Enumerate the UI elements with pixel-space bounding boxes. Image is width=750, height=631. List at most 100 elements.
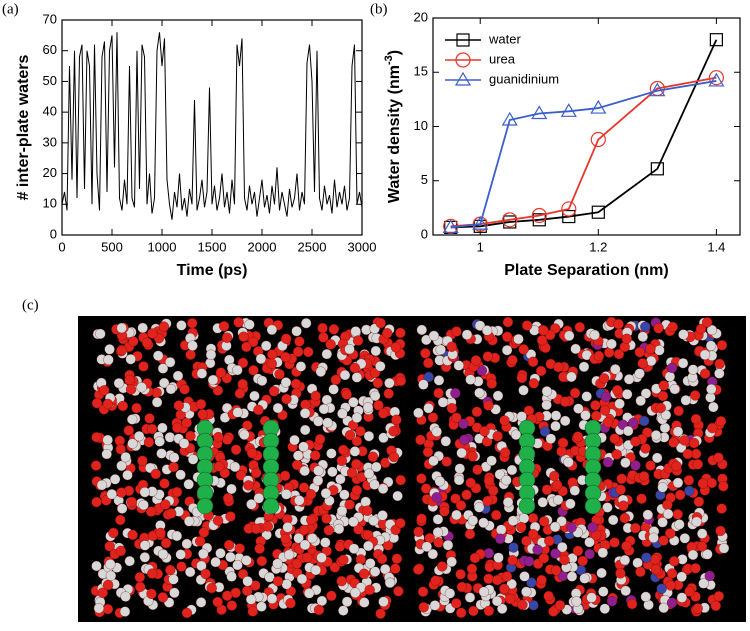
marker [560,103,577,117]
atom [556,446,567,457]
atom [639,415,650,427]
atom [264,572,275,583]
atom [241,555,252,566]
atom [536,574,547,586]
atom [253,493,264,504]
atom [572,431,584,442]
atom [706,383,717,395]
atom [637,358,648,369]
atom [102,434,113,446]
atom [431,492,442,503]
atom [675,489,686,501]
atom [596,567,607,579]
atom [671,461,682,472]
plot-frame [432,17,741,236]
atom [168,574,179,585]
atom [99,385,110,396]
atom [375,317,386,329]
marker [503,215,517,229]
series-line [61,32,363,220]
atom [437,561,448,572]
atom [336,505,348,517]
atom [565,498,576,509]
atom [623,374,635,385]
atom [528,529,539,540]
atom [479,426,490,437]
atom [650,564,661,575]
atom [619,554,631,566]
atom [648,532,659,543]
atom [608,514,619,526]
atom [439,506,450,517]
atom [105,570,117,581]
atom [693,496,705,507]
atom [558,437,569,449]
atom [506,578,517,590]
atom [483,605,495,617]
atom [318,332,329,343]
x-tick-label: 1000 [148,239,177,254]
atom [705,340,717,351]
atom [351,412,363,423]
atom [451,598,462,609]
atom [464,592,476,603]
atom [474,387,485,399]
plate-atom [518,497,536,515]
atom [714,368,725,379]
atom [557,542,568,553]
atom [168,461,179,473]
atom [676,592,688,603]
atom [618,500,629,511]
atom [474,502,485,513]
atom [658,602,669,614]
atom [388,451,400,463]
atom [584,537,595,548]
atom [541,484,553,495]
atom [502,316,514,328]
atom [171,486,183,498]
atom [320,488,332,499]
atom [382,328,393,339]
atom [680,395,691,406]
atom [165,564,176,576]
atom [635,566,646,577]
marker [590,99,607,114]
atom [687,549,699,561]
atom [664,371,676,382]
atom [120,591,131,602]
atom [395,474,406,486]
atom [235,470,247,481]
atom [472,464,483,475]
atom [690,413,702,425]
atom [521,586,532,597]
atom [280,377,292,388]
atom [587,522,598,533]
atom [185,430,196,442]
atom [450,388,461,399]
atom [470,355,482,366]
atom [421,541,432,552]
atom [640,591,651,602]
atom [527,356,539,367]
atom [482,495,493,507]
atom [117,400,129,412]
atom [427,548,438,560]
atom [706,324,718,336]
marker [709,33,723,47]
atom [465,374,476,385]
atom [718,543,730,554]
atom [281,489,292,500]
atom [492,390,504,401]
atom [676,571,687,582]
atom [338,554,349,566]
atom [372,377,383,389]
atom [298,441,309,452]
atom [232,559,243,571]
atom [578,361,590,372]
atom [299,524,310,536]
atom [147,328,158,339]
atom [527,513,539,524]
atom [665,580,676,591]
atom [417,586,429,597]
